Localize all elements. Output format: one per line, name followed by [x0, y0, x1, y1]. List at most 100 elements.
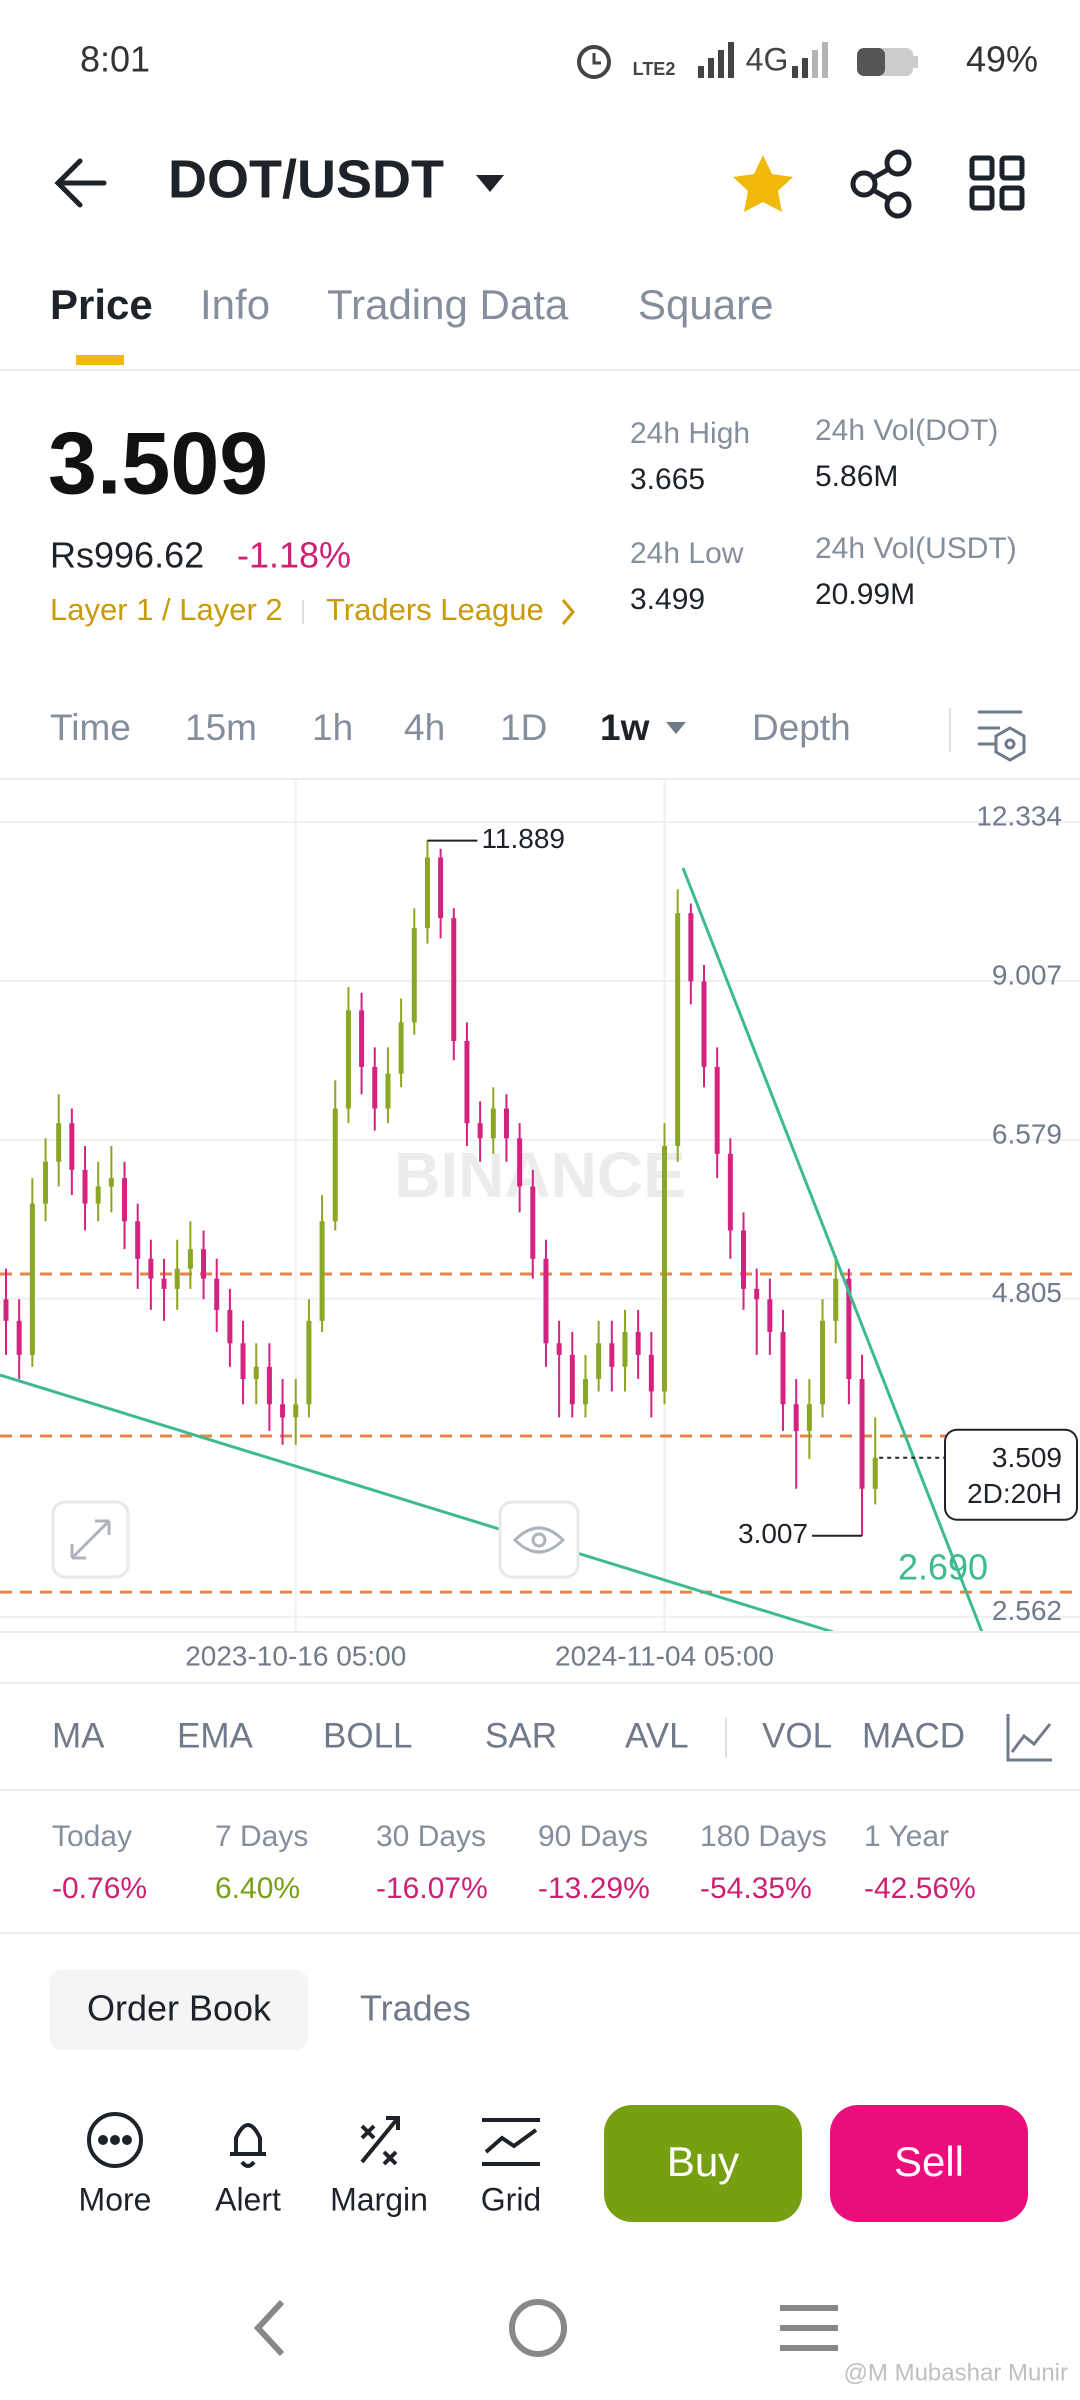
- book-tab[interactable]: Trades: [360, 1988, 471, 2029]
- interval-caret[interactable]: [666, 722, 686, 734]
- action-label[interactable]: Margin: [330, 2181, 428, 2217]
- perf-label: Today: [52, 1820, 132, 1853]
- indicator[interactable]: BOLL: [323, 1716, 413, 1755]
- buy-button[interactable]: [604, 2105, 802, 2222]
- perf-label: 180 Days: [700, 1820, 827, 1853]
- candle-body: [609, 1343, 615, 1367]
- visibility-button[interactable]: [498, 1500, 580, 1579]
- candle-body: [859, 1378, 865, 1489]
- candle-body: [780, 1331, 786, 1405]
- candle-body: [280, 1404, 286, 1418]
- stat-value: 5.86M: [815, 460, 898, 493]
- candle-body: [622, 1331, 628, 1367]
- candle-body: [359, 1010, 365, 1067]
- candle-body: [517, 1138, 523, 1187]
- stat-label: 24h Vol(USDT): [815, 532, 1017, 565]
- pair-caret[interactable]: [476, 175, 504, 192]
- interval[interactable]: 4h: [404, 707, 445, 748]
- tab[interactable]: Square: [638, 281, 773, 328]
- chart-settings[interactable]: [978, 710, 1026, 762]
- candle-body: [108, 1178, 114, 1187]
- candle-body: [345, 1010, 351, 1109]
- price-tag-value: 3.509: [992, 1442, 1062, 1473]
- interval[interactable]: 1w: [600, 707, 650, 748]
- tab[interactable]: Trading Data: [327, 281, 569, 328]
- candle-body: [266, 1366, 272, 1405]
- tag[interactable]: Layer 1 / Layer 2: [50, 592, 283, 627]
- candle-body: [253, 1366, 259, 1379]
- candle-body: [767, 1299, 773, 1332]
- pair-title[interactable]: DOT/USDT: [168, 149, 444, 209]
- status-time: 8:01: [80, 39, 150, 80]
- interval[interactable]: 1h: [312, 707, 353, 748]
- volte-label: LTE2: [633, 59, 676, 79]
- interval[interactable]: Depth: [752, 707, 851, 748]
- nav-back[interactable]: [253, 2299, 285, 2357]
- sell-button[interactable]: [830, 2105, 1028, 2222]
- trend-line: [681, 867, 984, 1633]
- candle-body: [833, 1278, 839, 1321]
- candle-body: [372, 1066, 378, 1109]
- interval[interactable]: 15m: [185, 707, 257, 748]
- price-tag-countdown: 2D:20H: [967, 1478, 1062, 1509]
- candle-body: [148, 1258, 154, 1279]
- stat-value: 20.99M: [815, 578, 915, 611]
- perf-label: 30 Days: [376, 1820, 486, 1853]
- sell-label[interactable]: Sell: [894, 2138, 964, 2185]
- indicator[interactable]: VOL: [762, 1716, 832, 1755]
- back-button[interactable]: [54, 158, 107, 208]
- candle-body: [385, 1073, 391, 1109]
- candle-body: [701, 981, 707, 1067]
- candle-body: [43, 1161, 49, 1204]
- indicator[interactable]: EMA: [177, 1716, 254, 1755]
- indicator[interactable]: MA: [52, 1716, 105, 1755]
- price-change: -1.18%: [237, 535, 351, 576]
- candle-body: [319, 1221, 325, 1321]
- interval[interactable]: Time: [50, 707, 131, 748]
- candle-body: [477, 1123, 483, 1139]
- tab-pill: [50, 1970, 308, 2050]
- tab[interactable]: Price: [50, 281, 153, 328]
- expand-button[interactable]: [51, 1500, 130, 1579]
- share-button[interactable]: [850, 149, 912, 219]
- candle-body: [872, 1457, 878, 1489]
- last-price: 3.509: [48, 413, 268, 512]
- candle-body: [161, 1278, 167, 1289]
- candle-body: [490, 1108, 496, 1139]
- candle-body: [543, 1258, 549, 1344]
- buy-label[interactable]: Buy: [667, 2138, 739, 2185]
- tab[interactable]: Info: [200, 281, 270, 328]
- indicator[interactable]: AVL: [625, 1716, 689, 1755]
- perf-label: 1 Year: [864, 1820, 949, 1853]
- tag[interactable]: Traders League: [326, 592, 544, 627]
- candle-body: [464, 1040, 470, 1124]
- candle-body: [69, 1123, 75, 1170]
- candle-body: [29, 1203, 35, 1355]
- perf-value: -0.76%: [52, 1872, 147, 1905]
- candle-body: [411, 928, 417, 1023]
- layout-button[interactable]: [969, 155, 1025, 211]
- interval[interactable]: 1D: [500, 707, 547, 748]
- chart-watermark: BINANCE: [394, 1139, 686, 1211]
- y-tick-label: 4.805: [992, 1277, 1062, 1308]
- indicator[interactable]: MACD: [862, 1716, 965, 1755]
- candle-body: [820, 1320, 826, 1405]
- candle-body: [214, 1278, 220, 1310]
- favorite-star[interactable]: [733, 155, 793, 212]
- book-tab[interactable]: Order Book: [87, 1988, 272, 2029]
- nav-home[interactable]: [509, 2299, 567, 2357]
- candle-body: [741, 1230, 747, 1289]
- candle-body: [398, 1022, 404, 1074]
- action-label[interactable]: More: [79, 2181, 152, 2217]
- action-label[interactable]: Grid: [481, 2181, 541, 2217]
- action-label[interactable]: Alert: [215, 2181, 281, 2217]
- y-tick-label: 2.562: [992, 1595, 1062, 1626]
- indicator-settings[interactable]: [1006, 1714, 1052, 1762]
- candle-body: [240, 1343, 246, 1379]
- stat-value: 3.665: [630, 463, 705, 496]
- indicator[interactable]: SAR: [485, 1716, 557, 1755]
- nav-menu[interactable]: [780, 2305, 838, 2351]
- perf-value: -13.29%: [538, 1872, 650, 1905]
- candle-body: [16, 1320, 22, 1355]
- network-label: 4G: [746, 41, 789, 77]
